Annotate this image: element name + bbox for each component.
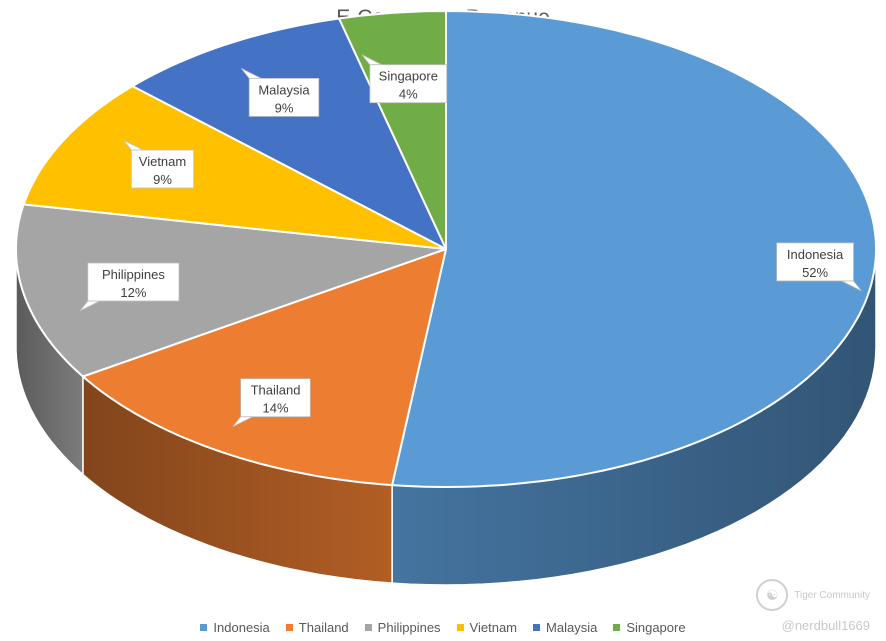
data-label-box — [240, 378, 311, 418]
legend-swatch — [285, 624, 293, 631]
data-label-category: Vietnam — [139, 154, 186, 169]
watermark: ☯ Tiger Community — [756, 579, 870, 611]
data-label-box — [130, 149, 195, 189]
legend-item-indonesia: Indonesia — [200, 620, 270, 635]
chart-legend: Indonesia Thailand Philippines Vietnam Malay… — [0, 620, 886, 635]
data-label-malaysia: Malaysia 9% — [240, 68, 320, 117]
legend-item-philippines: Philippines — [364, 620, 441, 635]
data-label-value: 12% — [120, 285, 146, 300]
legend-swatch — [613, 624, 621, 631]
legend-item-malaysia: Malaysia — [533, 620, 597, 635]
legend-label: Indonesia — [213, 620, 270, 635]
watermark-brand: Tiger Community — [794, 589, 870, 601]
legend-item-singapore: Singapore — [613, 620, 686, 635]
data-label-category: Singapore — [379, 69, 438, 84]
data-label-indonesia: Indonesia 52% — [776, 242, 862, 292]
legend-swatch — [364, 624, 372, 631]
pie-slice-indonesia — [391, 10, 877, 488]
watermark-handle: @nerdbull1669 — [781, 618, 870, 633]
data-label-value: 4% — [399, 87, 418, 102]
legend-label: Singapore — [626, 620, 686, 635]
legend-label: Vietnam — [469, 620, 518, 635]
legend-item-vietnam: Vietnam — [456, 620, 518, 635]
data-label-category: Thailand — [251, 383, 301, 398]
pie-slice-thailand — [81, 248, 447, 487]
data-label-box — [87, 262, 180, 302]
legend-label: Malaysia — [546, 620, 598, 635]
data-label-thailand: Thailand 14% — [232, 378, 311, 428]
data-label-singapore: Singapore 4% — [361, 54, 448, 104]
data-label-value: 52% — [802, 265, 828, 280]
data-label-category: Philippines — [102, 267, 165, 282]
tiger-logo-icon: ☯ — [756, 579, 789, 611]
legend-label: Philippines — [377, 620, 441, 635]
data-label-box — [776, 242, 854, 282]
legend-label: Thailand — [298, 620, 349, 635]
data-label-value: 9% — [275, 100, 294, 115]
data-label-philippines: Philippines 12% — [79, 262, 180, 312]
data-label-vietnam: Vietnam 9% — [122, 139, 195, 189]
data-label-box — [369, 64, 448, 104]
data-label-category: Indonesia — [787, 247, 844, 262]
pie-slice-malaysia — [131, 17, 447, 250]
legend-swatch — [533, 624, 541, 631]
legend-swatch — [200, 624, 208, 631]
legend-swatch — [456, 624, 464, 631]
data-label-value: 9% — [153, 172, 172, 187]
data-label-category: Malaysia — [258, 82, 310, 97]
pie-slice-philippines — [15, 203, 447, 378]
legend-item-thailand: Thailand — [285, 620, 349, 635]
data-label-box — [248, 78, 320, 117]
data-label-value: 14% — [262, 401, 288, 416]
pie-slice-vietnam — [22, 85, 447, 250]
